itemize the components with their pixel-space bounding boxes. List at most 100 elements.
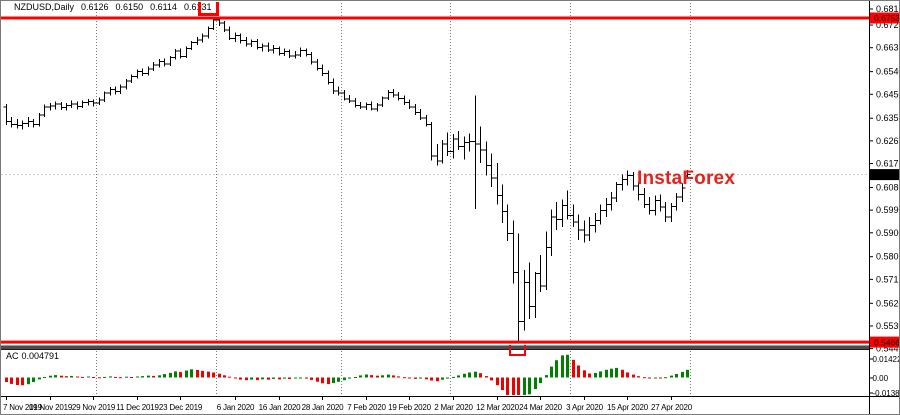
ac-bar xyxy=(408,377,411,379)
ac-bar xyxy=(561,355,564,378)
time-tick-label: 19 Nov 2019 xyxy=(29,403,73,412)
ac-bar xyxy=(441,377,444,380)
price-tick-label: 0.6635 xyxy=(876,43,900,53)
ac-bar xyxy=(152,375,155,378)
ac-bar xyxy=(125,376,128,378)
price-tag: 0.6131 xyxy=(870,169,899,181)
ac-bar xyxy=(528,377,531,395)
time-tick-label: 11 Dec 2019 xyxy=(116,403,159,412)
ac-bar xyxy=(359,375,362,378)
ac-bar xyxy=(643,377,646,379)
ac-bar xyxy=(81,376,84,378)
ac-bar xyxy=(577,365,580,378)
ac-bar xyxy=(419,377,422,379)
ac-bar xyxy=(305,377,308,379)
ac-bar xyxy=(566,354,569,378)
ac-bar xyxy=(621,369,624,378)
ac-bar xyxy=(174,371,177,378)
ac-bar xyxy=(523,377,526,395)
ac-bar xyxy=(98,377,101,379)
panel-divider[interactable] xyxy=(1,345,869,350)
ac-bar xyxy=(637,376,640,378)
ac-bar xyxy=(463,373,466,378)
ac-bar xyxy=(223,375,226,378)
ac-bar xyxy=(32,377,35,382)
ac-bar xyxy=(664,377,667,379)
ac-bar xyxy=(60,375,63,378)
ac-bar xyxy=(163,374,166,378)
ac-bar xyxy=(272,377,275,379)
ac-bar xyxy=(414,377,417,379)
ac-bar xyxy=(147,375,150,378)
indicator-label: AC 0.004791 xyxy=(6,351,62,361)
ac-bar xyxy=(686,369,689,378)
ac-bar xyxy=(517,377,520,395)
ac-bar xyxy=(278,377,281,380)
ohlc-low: 0.6114 xyxy=(150,2,177,12)
signal-marker-top[interactable] xyxy=(198,2,219,16)
ac-bar xyxy=(496,377,499,386)
indicator-tick-label: 0.00 xyxy=(873,374,889,383)
ac-bar xyxy=(430,377,433,381)
ac-bar xyxy=(337,377,340,382)
ac-bar xyxy=(512,377,515,395)
ac-bar xyxy=(555,360,558,378)
price-tick-label: 0.5805 xyxy=(876,252,900,262)
ac-bar xyxy=(228,376,231,378)
signal-marker-bottom[interactable] xyxy=(509,345,526,356)
ac-bar xyxy=(310,377,313,380)
ac-bar xyxy=(626,372,629,378)
ac-bar xyxy=(348,377,351,379)
ac-bar xyxy=(294,377,297,379)
ac-bar xyxy=(250,377,253,380)
ac-bar xyxy=(38,377,41,380)
ac-bar xyxy=(332,377,335,384)
ac-bar xyxy=(370,375,373,378)
price-tick-label: 0.6175 xyxy=(876,159,900,169)
ac-bar xyxy=(109,376,112,378)
ac-bar xyxy=(588,373,591,378)
time-tick-label: 7 Nov 2019 xyxy=(3,403,43,412)
ac-bar xyxy=(490,377,493,381)
ac-bar xyxy=(54,375,57,378)
ac-bar xyxy=(599,371,602,378)
ac-bar xyxy=(119,377,122,379)
ac-bar xyxy=(190,369,193,378)
ac-bar xyxy=(468,372,471,378)
time-tick-label: 19 Feb 2020 xyxy=(388,403,431,412)
ac-bar xyxy=(92,377,95,378)
ac-bar xyxy=(76,376,79,378)
ac-bar xyxy=(392,375,395,378)
price-tick-label: 0.6725 xyxy=(876,20,900,30)
ac-bar xyxy=(316,377,319,382)
symbol-timeframe-label: NZDUSD,Daily xyxy=(14,2,75,12)
ac-bar xyxy=(256,377,259,381)
ac-bar xyxy=(403,377,406,379)
ac-bar xyxy=(103,376,106,378)
time-tick-label: 2 Mar 2020 xyxy=(434,403,473,412)
ac-bar xyxy=(550,366,553,378)
ac-bar xyxy=(65,376,68,378)
ac-bar xyxy=(365,374,368,378)
time-tick-label: 7 Feb 2020 xyxy=(347,403,386,412)
price-tick-label: 0.6265 xyxy=(876,136,900,146)
ac-bar xyxy=(299,377,302,379)
ac-bar xyxy=(632,374,635,378)
grid-separators xyxy=(96,3,691,396)
ac-bar xyxy=(288,377,291,380)
ac-bar xyxy=(545,375,548,378)
ac-bar xyxy=(196,370,199,378)
ac-bar xyxy=(376,375,379,378)
ac-bar xyxy=(681,371,684,378)
indicator-tick-label: -0.01381 xyxy=(873,389,900,398)
ac-bar xyxy=(583,370,586,378)
